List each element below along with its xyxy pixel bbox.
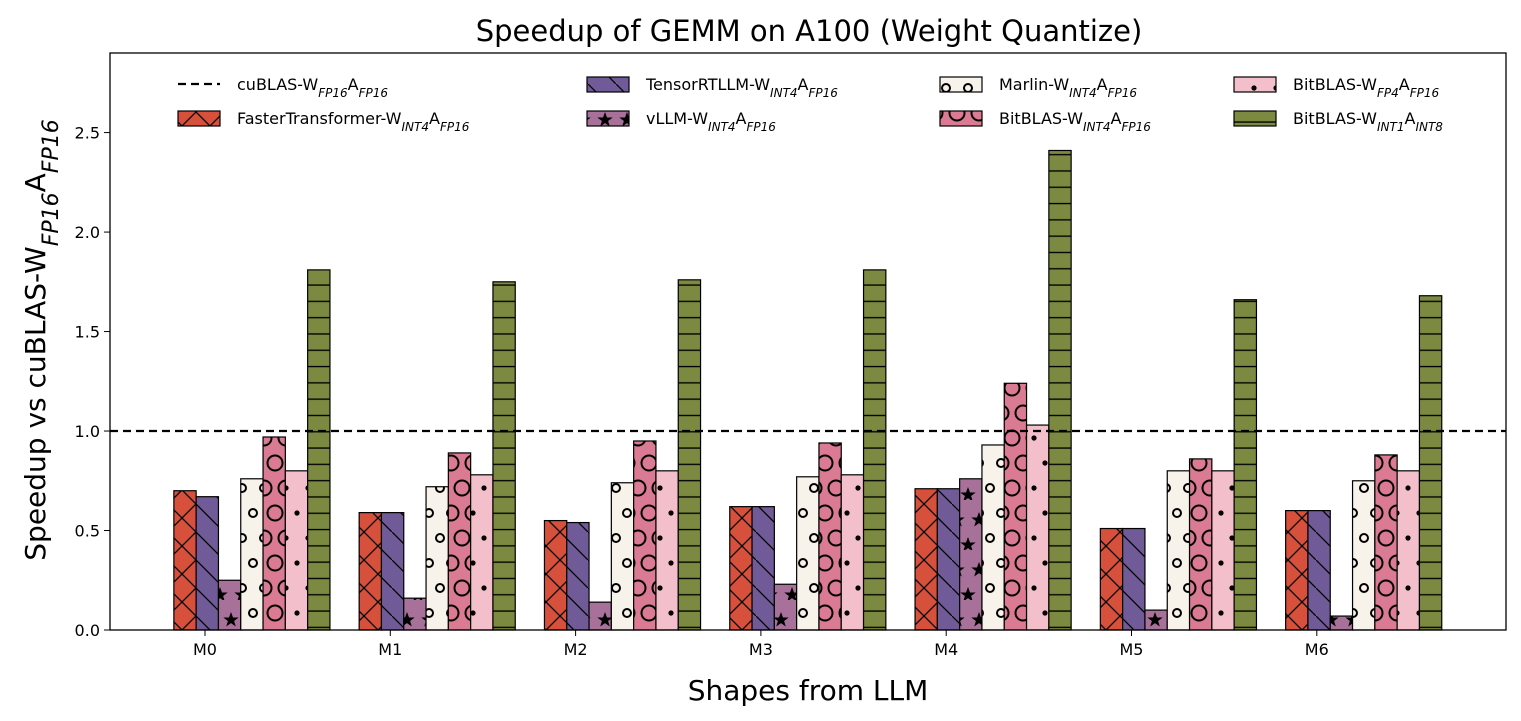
bar [262,436,286,631]
bar [358,512,383,631]
bar [959,478,983,631]
bar [936,488,961,631]
x-tick-label: M2 [564,640,588,659]
plot-frame [109,52,1507,631]
x-tick-label: M4 [934,640,958,659]
bar [1166,470,1191,631]
bar [1396,470,1421,631]
y-tick-label: 0.0 [75,621,100,640]
x-axis-label: Shapes from LLM [688,674,929,707]
legend-entry: TensorRTLLM-WINT4AFP16 [586,75,838,100]
x-tick-label: M5 [1120,640,1144,659]
bar [862,269,887,631]
legend-swatch [586,110,630,127]
bar [1144,609,1168,631]
bar [1099,527,1124,631]
bar [818,442,842,631]
bar [677,279,702,631]
legend-label: BitBLAS-WINT1AINT8 [1293,109,1443,134]
bar [1285,510,1309,631]
bar [1025,424,1050,631]
bar [1351,480,1376,631]
legend-swatch [939,76,983,93]
legend-swatch [939,110,983,127]
bar [1003,382,1028,631]
bar [492,281,516,631]
bar [1233,299,1258,631]
bar [403,597,427,631]
bar [1418,295,1443,631]
legend-entry: cuBLAS-WFP16AFP16 [178,75,388,100]
y-axis-label: Speedup vs cuBLAS-WFP16AFP16 [19,119,64,560]
y-tick-label: 0.5 [75,522,100,541]
x-tick-label: M6 [1305,640,1329,659]
bar [284,470,309,631]
bar [633,440,657,631]
bar [543,519,568,631]
bar [1211,470,1235,631]
y-tick-label: 2.5 [75,124,100,143]
legend-label: FasterTransformer-WINT4AFP16 [237,109,470,134]
legend-swatch [586,76,630,93]
legend-swatch [1233,76,1277,93]
bars [173,149,1443,631]
bar [773,583,798,631]
y-axis-ticks: 0.0 0.5 1.0 1.5 2.0 2.5 [75,124,110,640]
x-tick-label: M1 [378,640,402,659]
bar [470,474,494,631]
legend-label: TensorRTLLM-WINT4AFP16 [645,75,838,100]
legend-entry: BitBLAS-WFP4AFP16 [1233,75,1440,100]
bar [217,579,242,631]
legend-entry: BitBLAS-WINT1AINT8 [1233,109,1443,134]
bar [1122,527,1146,631]
bar [1329,615,1354,631]
bar [751,506,775,631]
legend-label: BitBLAS-WINT4AFP16 [999,109,1151,134]
legend-entry: BitBLAS-WINT4AFP16 [939,109,1151,134]
y-tick-label: 1.0 [75,422,100,441]
bar [307,269,331,631]
legend-swatch [1233,110,1277,127]
bar [380,512,405,631]
legend-label: BitBLAS-WFP4AFP16 [1293,75,1440,100]
chart-title: Speedup of GEMM on A100 (Weight Quantize… [476,14,1143,48]
legend-label: Marlin-WINT4AFP16 [999,75,1137,100]
bar [840,474,865,631]
bar [981,444,1005,631]
bar [173,490,197,631]
legend-label: cuBLAS-WFP16AFP16 [237,75,388,100]
x-tick-label: M3 [749,640,773,659]
bar [729,506,753,631]
legend-entry: vLLM-WINT4AFP16 [586,109,776,134]
legend-entry: Marlin-WINT4AFP16 [939,75,1137,100]
legend-label: vLLM-WINT4AFP16 [646,109,776,134]
bar [1374,454,1398,631]
legend-swatch [177,110,221,127]
bar [914,488,938,631]
legend: cuBLAS-WFP16AFP16 FasterTransformer-WINT4… [177,75,1443,134]
x-tick-label: M0 [193,640,217,659]
bar [588,601,612,631]
bar [796,476,820,631]
y-tick-label: 2.0 [75,223,100,242]
legend-entry: FasterTransformer-WINT4AFP16 [177,109,470,134]
bar [447,452,472,631]
bar [425,486,449,631]
bar [566,521,590,631]
bar [240,478,264,631]
bar [1048,149,1072,631]
plot-area: 0.0 0.5 1.0 1.5 2.0 2.5 M0 M1 M2 M3 M4 M5 M6 [75,52,1507,659]
bar [1188,458,1213,631]
bar [195,496,220,631]
bar [610,482,635,631]
bar [655,470,679,631]
y-tick-label: 1.5 [75,323,100,342]
bar [1307,510,1331,631]
